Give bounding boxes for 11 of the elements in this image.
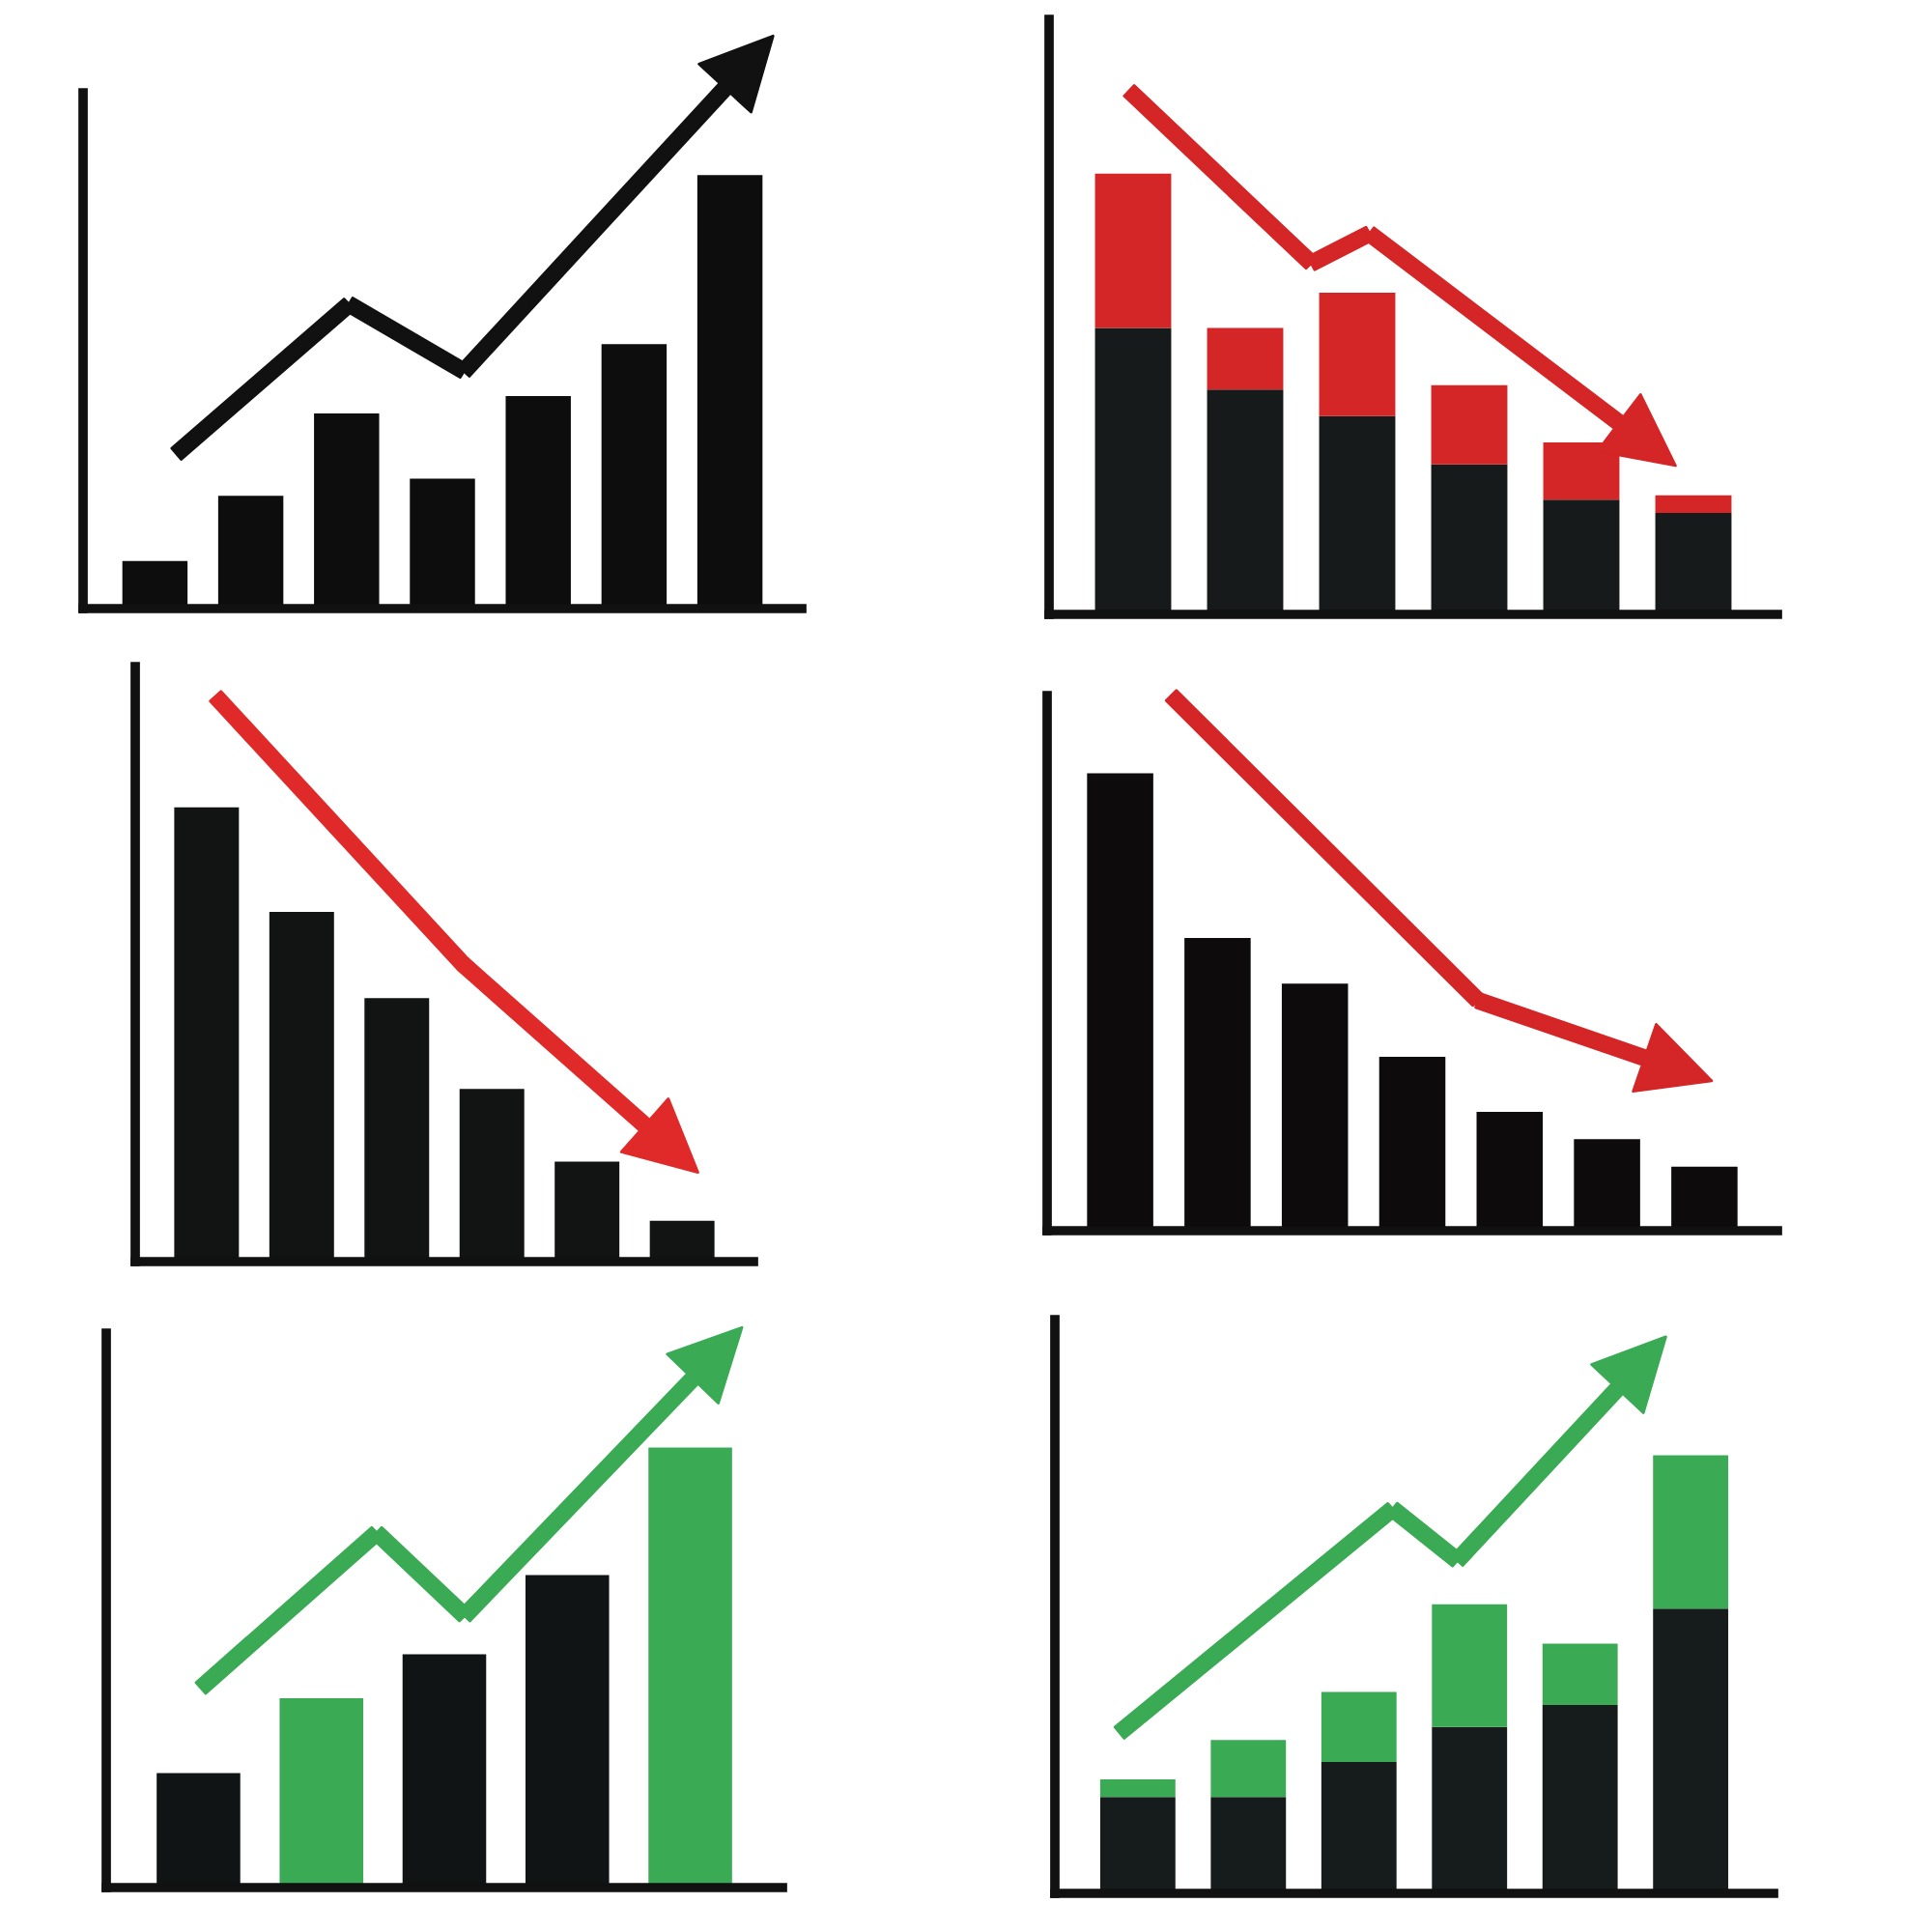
bar [1431, 384, 1508, 465]
bar [1207, 327, 1284, 390]
bar [1542, 1643, 1618, 1706]
bar [1321, 1691, 1397, 1762]
bar [1210, 1740, 1287, 1798]
bar [1319, 292, 1396, 416]
bar [1099, 1779, 1176, 1798]
bar [1655, 495, 1732, 514]
bar [648, 1447, 732, 1888]
bar [279, 1698, 363, 1888]
bar [1432, 1604, 1508, 1727]
